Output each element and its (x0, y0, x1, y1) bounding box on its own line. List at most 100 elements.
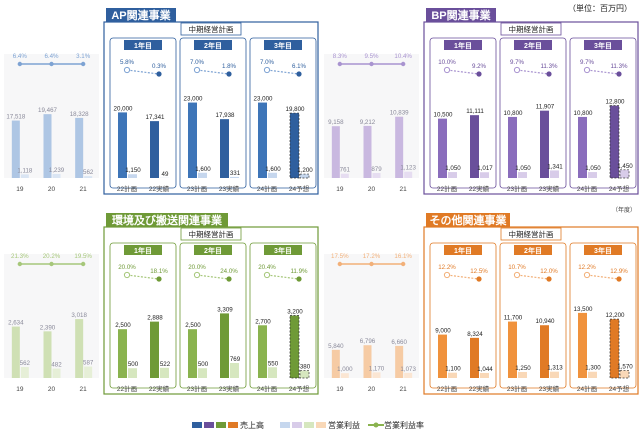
plan-margin-point (193, 66, 201, 74)
history-profit-label: 879 (371, 166, 382, 173)
plan-sales-label: 19,800 (286, 106, 305, 113)
legend-sales-swatch (216, 422, 226, 428)
year-label: 3年目 (274, 246, 292, 255)
plan-margin-label: 20.0% (118, 264, 136, 271)
plan-profit-bar (230, 176, 239, 178)
history-sales-bar (363, 125, 372, 178)
history-margin-point (80, 261, 86, 267)
plan-margin-line (196, 274, 230, 280)
legend-sales-swatch (192, 422, 202, 428)
plan-profit-label: 1,600 (265, 166, 281, 173)
year-label-box (124, 245, 162, 255)
plan-margin-point (476, 71, 482, 77)
history-year-label: 19 (336, 386, 344, 393)
history-margin-point (49, 61, 54, 67)
year-label-box (194, 245, 232, 255)
plan-margin-point (123, 66, 131, 74)
plan-margin-label: 12.0% (540, 268, 558, 275)
plan-category-label: 24計画 (257, 184, 277, 193)
plan-margin-point (156, 276, 162, 282)
year-label: 3年目 (594, 246, 612, 255)
legend-profit-label: 営業利益 (328, 420, 360, 430)
plan-sales-label: 10,800 (574, 110, 593, 117)
plan-category-label: 23計画 (187, 384, 207, 393)
plan-margin-label: 20.0% (188, 264, 206, 271)
plan-category-label: 22計画 (437, 184, 457, 193)
plan-label: 中期経営計画 (189, 24, 234, 34)
plan-sales-label: 9,000 (435, 328, 451, 335)
plan-label-box (180, 227, 242, 241)
plan-margin-label: 11.3% (610, 63, 628, 70)
plan-category-label: 23実績 (219, 184, 240, 193)
plan-sales-label: 2,888 (147, 315, 163, 322)
plan-sales-label: 20,000 (114, 105, 133, 112)
history-margin-label: 6.4% (13, 53, 28, 60)
plan-category-label: 22実績 (149, 384, 170, 393)
year-label: 2年目 (524, 41, 542, 50)
year-label: 3年目 (274, 41, 292, 50)
plan-profit-label: 1,050 (585, 165, 601, 172)
plan-profit-label: 500 (128, 361, 139, 368)
plan-margin-label: 20.4% (258, 264, 276, 271)
plan-margin-line (266, 274, 300, 280)
plan-profit-label: 49 (162, 171, 169, 178)
history-profit-label: 587 (83, 360, 94, 367)
legend-profit-swatch (316, 422, 326, 428)
plan-profit-bar (268, 172, 277, 178)
history-sales-bar (395, 345, 404, 378)
plan-margin-line (586, 274, 620, 280)
plan-sales-bar (289, 315, 300, 379)
history-profit-bar (340, 173, 349, 178)
history-profit-label: 482 (51, 362, 62, 369)
plan-category-label: 23計画 (507, 384, 527, 393)
plan-margin-label: 10.0% (438, 59, 456, 66)
history-profit-label: 761 (340, 167, 351, 174)
year-label: 2年目 (524, 246, 542, 255)
history-margin-point (49, 261, 54, 267)
plan-margin-point (616, 71, 622, 77)
plan-frame (423, 226, 639, 395)
plan-sales-label: 2,500 (115, 322, 131, 329)
plan-sales-label: 10,500 (434, 112, 453, 119)
plan-profit-label: 1,100 (445, 366, 461, 373)
plan-profit-bar (198, 368, 207, 378)
history-sales-bar (43, 114, 52, 178)
plan-margin-label: 6.1% (292, 63, 307, 70)
plan-margin-label: 12.2% (438, 264, 456, 271)
plan-sales-bar (438, 334, 447, 378)
history-profit-bar (84, 366, 93, 378)
history-profit-label: 1,239 (49, 167, 65, 174)
history-margin-point (369, 61, 374, 67)
plan-margin-label: 9.7% (510, 59, 525, 66)
year-label: 1年目 (134, 246, 152, 255)
plan-margin-line (516, 274, 550, 280)
history-year-label: 21 (400, 186, 408, 193)
history-sales-label: 9,212 (360, 119, 376, 126)
year-label-box (584, 245, 622, 255)
plan-margin-label: 5.8% (120, 59, 135, 66)
plan-label: 中期経営計画 (189, 229, 234, 239)
history-year-label: 20 (48, 186, 56, 193)
plan-profit-bar (619, 169, 630, 179)
plan-category-label: 24計画 (577, 384, 597, 393)
plan-sales-label: 11,907 (536, 104, 555, 111)
legend-sales-swatch (204, 422, 214, 428)
plan-sales-label: 12,200 (606, 312, 625, 319)
segment-title: 環境及び搬送関連事業 (112, 213, 223, 227)
plan-profit-bar (160, 367, 169, 378)
plan-margin-point (296, 276, 302, 282)
plan-category-label: 23実績 (539, 184, 560, 193)
history-profit-label: 562 (20, 360, 31, 367)
plan-category-label: 24予想 (289, 384, 310, 393)
plan-sales-label: 17,938 (216, 112, 235, 119)
plan-profit-label: 1,200 (297, 167, 313, 174)
plan-profit-bar (550, 371, 559, 378)
history-margin-point (337, 61, 343, 67)
plan-profit-bar (518, 371, 527, 378)
plan-sales-bar (508, 321, 517, 378)
plan-category-label: 24予想 (609, 384, 630, 393)
plan-category-label: 22計画 (437, 384, 457, 393)
plan-sales-bar (609, 318, 620, 379)
plan-sales-bar (438, 118, 447, 178)
plan-profit-bar (518, 172, 527, 178)
